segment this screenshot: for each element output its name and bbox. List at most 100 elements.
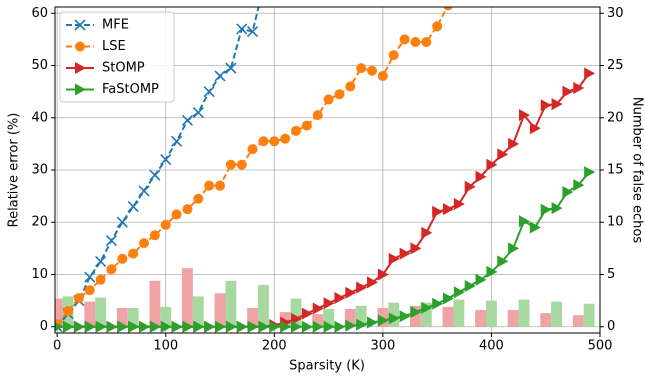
marker: [139, 320, 151, 333]
marker: [334, 291, 346, 304]
marker: [454, 0, 464, 3]
y-tick-label: 10: [31, 267, 48, 282]
marker: [236, 159, 247, 170]
marker: [247, 25, 259, 38]
marker: [138, 185, 150, 197]
marker: [95, 255, 107, 267]
legend: MFE LSE StOMP FaStOMP: [59, 11, 175, 103]
marker: [291, 125, 302, 136]
legend-box: [59, 11, 175, 103]
marker: [475, 170, 487, 183]
marker: [508, 137, 520, 150]
y-tick-label: 60: [31, 6, 48, 21]
marker: [73, 292, 84, 303]
marker: [410, 306, 422, 319]
marker: [410, 37, 421, 48]
y-tick-label: 20: [31, 215, 48, 230]
marker: [551, 202, 563, 215]
marker: [301, 120, 312, 131]
bar: [518, 299, 530, 327]
bar: [127, 307, 139, 327]
marker: [149, 230, 160, 241]
marker: [432, 21, 443, 32]
marker: [529, 221, 541, 234]
marker: [214, 70, 226, 82]
y2-tick-label: 15: [607, 163, 624, 178]
marker: [247, 320, 259, 333]
y2-tick-label: 0: [607, 319, 615, 334]
marker: [584, 67, 596, 80]
marker: [204, 180, 215, 191]
marker: [301, 307, 313, 320]
x-tick-label: 500: [588, 339, 613, 354]
marker: [377, 314, 389, 327]
marker: [193, 320, 205, 333]
marker: [312, 302, 324, 315]
y2-axis-label: Number of false echos: [630, 97, 645, 243]
marker: [160, 219, 171, 230]
marker: [182, 320, 194, 333]
marker: [105, 234, 118, 247]
marker: [117, 320, 129, 333]
marker: [312, 110, 323, 121]
bar: [355, 305, 367, 327]
marker: [75, 83, 86, 96]
marker: [443, 7, 453, 11]
y2-tick-label: 25: [607, 58, 624, 73]
marker: [204, 320, 216, 333]
bar: [258, 284, 269, 327]
marker: [171, 209, 182, 220]
marker: [508, 242, 520, 255]
marker: [181, 114, 194, 126]
y-axis-label: Relative error (%): [7, 113, 22, 228]
marker: [529, 122, 541, 135]
marker: [291, 320, 303, 333]
marker: [280, 320, 292, 333]
marker: [75, 62, 86, 74]
marker: [203, 86, 215, 98]
marker: [388, 50, 399, 61]
marker: [225, 320, 237, 333]
bar: [410, 305, 421, 327]
marker: [345, 319, 357, 332]
x-tick-label: 100: [153, 339, 178, 354]
y-tick-label: 40: [31, 110, 48, 125]
bar: [225, 280, 237, 327]
marker: [84, 271, 96, 283]
bar: [540, 313, 552, 327]
marker: [367, 276, 379, 289]
x-tick-label: 200: [262, 339, 287, 354]
marker: [193, 193, 204, 204]
marker: [84, 320, 96, 333]
marker: [540, 203, 552, 216]
marker: [149, 320, 161, 333]
marker: [464, 180, 476, 193]
marker: [149, 169, 161, 181]
marker: [519, 215, 531, 228]
bar: [420, 302, 432, 327]
marker: [453, 197, 465, 210]
bar: [192, 296, 204, 327]
marker: [182, 204, 193, 215]
marker: [323, 297, 335, 310]
bars: [55, 268, 595, 327]
marker: [280, 133, 291, 144]
bar: [84, 301, 96, 327]
bar: [475, 310, 487, 327]
marker: [269, 320, 281, 333]
bar: [214, 293, 226, 327]
bar: [312, 314, 324, 327]
y2-tick-label: 5: [607, 267, 615, 282]
marker: [443, 292, 455, 305]
marker: [63, 306, 74, 317]
bar: [583, 303, 595, 327]
marker: [236, 23, 248, 35]
marker: [399, 34, 410, 45]
marker: [421, 37, 432, 48]
bar: [551, 301, 563, 327]
marker: [215, 180, 226, 191]
legend-label: StOMP: [102, 61, 145, 76]
marker: [584, 166, 596, 179]
marker: [75, 41, 85, 52]
